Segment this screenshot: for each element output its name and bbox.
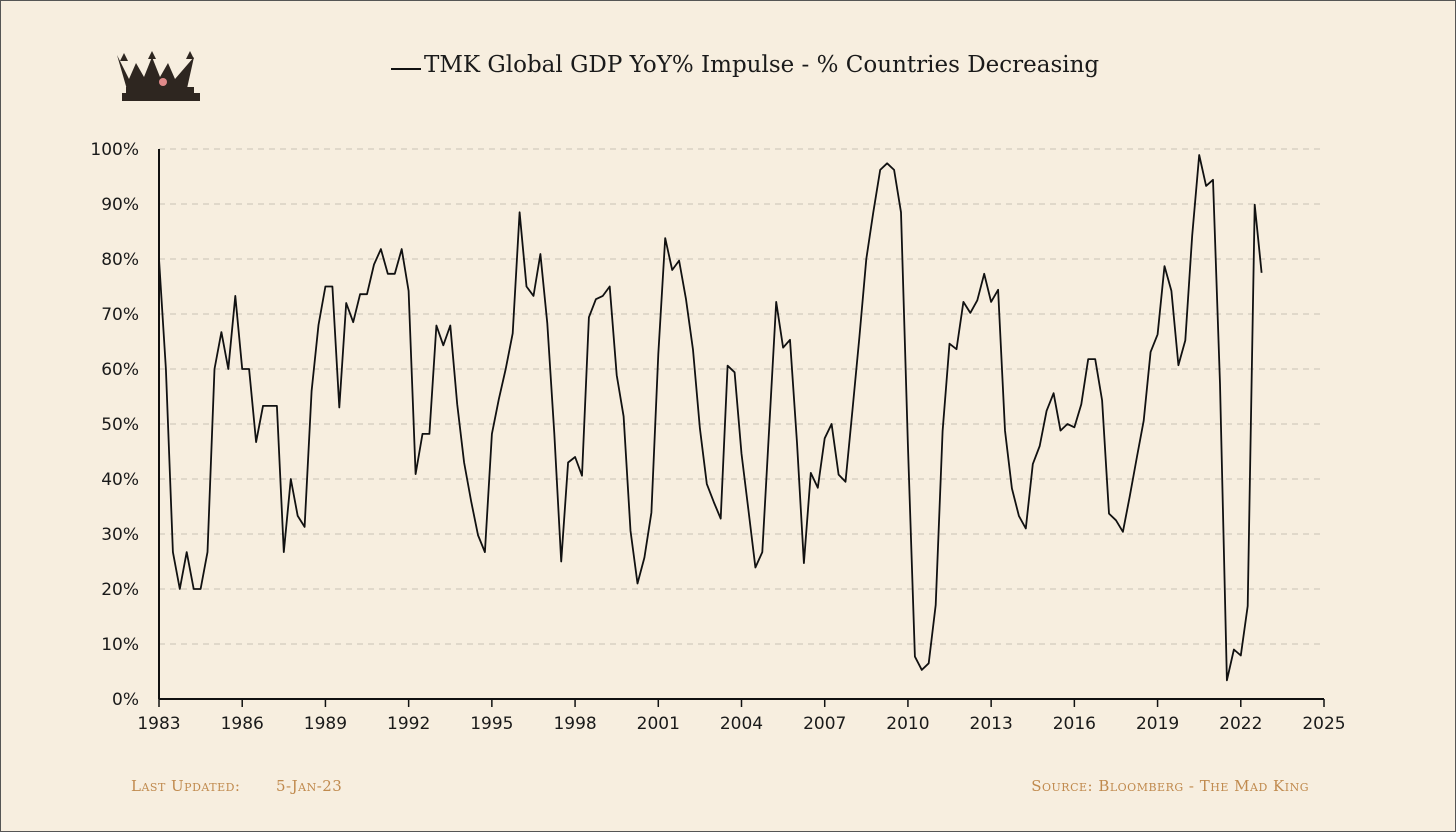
y-tick-label: 30% bbox=[101, 525, 139, 545]
x-tick-label: 1986 bbox=[221, 714, 264, 734]
series-line bbox=[158, 154, 1263, 682]
y-tick-label: 20% bbox=[101, 580, 139, 600]
x-tick-label: 2022 bbox=[1219, 714, 1262, 734]
y-tick-label: 40% bbox=[101, 470, 139, 490]
x-tick-label: 1992 bbox=[387, 714, 430, 734]
y-tick-label: 10% bbox=[101, 635, 139, 655]
x-tick-label: 2004 bbox=[720, 714, 763, 734]
crown-gem bbox=[159, 78, 167, 86]
x-tick-label: 2013 bbox=[970, 714, 1013, 734]
series bbox=[158, 154, 1263, 682]
y-tick-label: 100% bbox=[90, 140, 139, 160]
x-tick-label: 2007 bbox=[803, 714, 846, 734]
last-updated-value: 5-Jan-23 bbox=[276, 777, 342, 795]
x-tick-label: 2010 bbox=[886, 714, 929, 734]
x-tick-label: 2016 bbox=[1053, 714, 1096, 734]
grid bbox=[159, 148, 1324, 645]
x-tick-label: 1995 bbox=[470, 714, 513, 734]
crown-icon bbox=[117, 51, 200, 101]
last-updated-label: Last Updated: bbox=[131, 777, 241, 795]
y-tick-labels: 0% 10% 20% 30% 40% 50% 60% 70% 80% 90% 100% bbox=[90, 140, 139, 710]
legend: TMK Global GDP YoY% Impulse - % Countrie… bbox=[391, 52, 1099, 78]
x-tick-label: 2001 bbox=[637, 714, 680, 734]
x-tick-label: 2019 bbox=[1136, 714, 1179, 734]
x-tick-label: 1983 bbox=[137, 714, 180, 734]
y-tick-label: 50% bbox=[101, 415, 139, 435]
x-tick-label: 1989 bbox=[304, 714, 347, 734]
x-tick-label: 2025 bbox=[1302, 714, 1345, 734]
x-tick-labels: 1983 1986 1989 1992 1995 1998 2001 2004 2007 2010… bbox=[137, 699, 1346, 734]
y-tick-label: 70% bbox=[101, 305, 139, 325]
x-tick-label: 1998 bbox=[553, 714, 596, 734]
y-tick-label: 90% bbox=[101, 195, 139, 215]
y-tick-label: 0% bbox=[112, 690, 139, 710]
y-tick-label: 60% bbox=[101, 360, 139, 380]
chart-title: TMK Global GDP YoY% Impulse - % Countrie… bbox=[424, 52, 1099, 78]
y-tick-label: 80% bbox=[101, 250, 139, 270]
source-text: Source: Bloomberg - The Mad King bbox=[1031, 777, 1309, 795]
